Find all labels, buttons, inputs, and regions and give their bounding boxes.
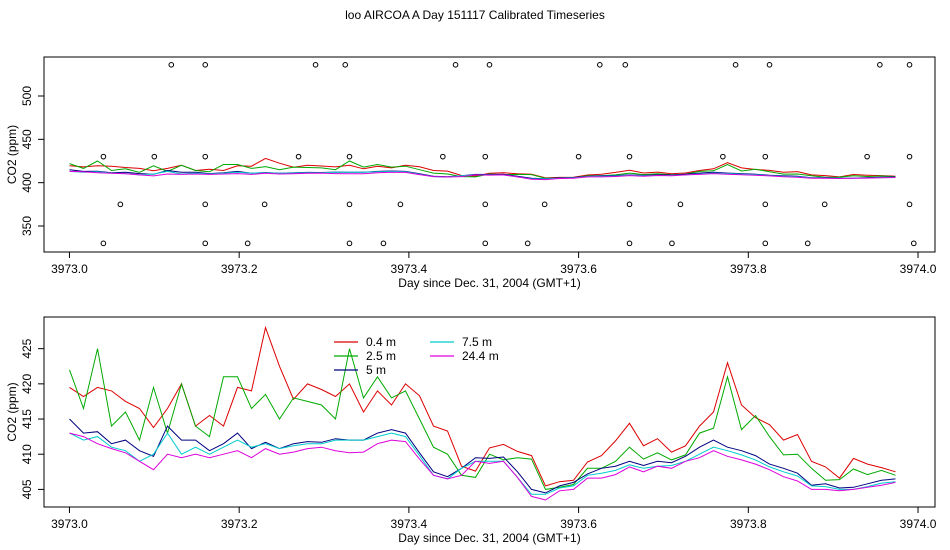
y-axis-label: CO2 (ppm) <box>5 125 19 184</box>
scatter-point <box>906 201 913 208</box>
scatter-point <box>732 62 739 68</box>
x-tick-label: 3973.4 <box>391 517 428 531</box>
series-line-24-4-m <box>69 170 896 181</box>
x-tick-label: 3973.0 <box>51 517 88 531</box>
scatter-point <box>762 240 769 247</box>
panel-top: 3973.0 3973.2 3973.4 3973.6 3973.8 3974.0 Day … <box>5 56 937 290</box>
scatter-point <box>906 153 913 160</box>
y-tick-label: 405 <box>20 479 34 499</box>
scatter-point <box>346 240 353 247</box>
y-tick-label: 425 <box>20 338 34 358</box>
series-line-24-4-m <box>69 432 896 501</box>
y-tick-label: 400 <box>20 172 34 192</box>
scatter-point <box>117 201 124 208</box>
scatter-point <box>151 153 158 160</box>
scatter-point <box>100 240 107 247</box>
scatter-point <box>626 201 633 208</box>
x-tick-label: 3973.2 <box>221 517 258 531</box>
scatter-point <box>597 62 603 68</box>
scatter-point <box>342 62 349 68</box>
y-axis-label: CO2 (ppm) <box>5 382 19 441</box>
x-axis-label: Day since Dec. 31, 2004 (GMT+1) <box>398 531 580 545</box>
scatter-point <box>452 62 459 68</box>
scatter-point <box>766 62 773 68</box>
legend-label: 0.4 m <box>366 335 396 349</box>
x-tick-label: 3973.8 <box>730 262 767 276</box>
legend-label: 5 m <box>366 363 386 377</box>
scatter-point <box>397 201 404 208</box>
scatter-point <box>877 62 883 68</box>
scatter-point <box>541 201 548 208</box>
scatter-point <box>524 240 531 247</box>
x-tick-label: 3973.6 <box>560 262 597 276</box>
y-tick-label: 415 <box>20 409 34 429</box>
scatter-point <box>864 153 870 160</box>
x-axis-label: Day since Dec. 31, 2004 (GMT+1) <box>398 276 580 290</box>
scatter-point <box>202 240 209 247</box>
series-line-2-5-m <box>69 348 896 490</box>
legend-label: 2.5 m <box>366 349 396 363</box>
series-line-5-m <box>69 418 896 494</box>
scatter-point <box>202 201 209 208</box>
x-tick-label: 3973.6 <box>560 517 597 531</box>
scatter-point <box>762 153 769 160</box>
scatter-point <box>910 240 917 247</box>
scatter-point <box>762 201 769 208</box>
x-tick-label: 3973.8 <box>730 517 767 531</box>
x-tick-label: 3974.0 <box>900 262 937 276</box>
scatter-point <box>575 153 582 160</box>
scatter-point <box>346 201 353 208</box>
x-tick-label: 3973.2 <box>221 262 258 276</box>
scatter-point <box>202 62 209 68</box>
legend-label: 7.5 m <box>462 335 492 349</box>
scatter-point <box>677 201 684 208</box>
scatter-point <box>261 201 268 208</box>
scatter-point <box>486 62 493 68</box>
y-tick-label: 450 <box>20 129 34 149</box>
y-tick-label: 420 <box>20 374 34 394</box>
scatter-point <box>346 153 353 160</box>
scatter-point <box>100 153 107 160</box>
scatter-point <box>821 201 828 208</box>
scatter-point <box>440 153 446 160</box>
scatter-point <box>482 240 489 247</box>
scatter-point <box>202 153 209 160</box>
scatter-point <box>906 62 913 68</box>
scatter-point <box>482 153 489 160</box>
x-tick-label: 3973.0 <box>51 262 88 276</box>
scatter-point <box>168 62 175 68</box>
plot-frame-1 <box>43 56 936 253</box>
scatter-point <box>720 153 726 160</box>
panel-bottom: 3973.0 3973.2 3973.4 3973.6 3973.8 3974.0 Day … <box>5 316 937 545</box>
scatter-point <box>244 240 251 247</box>
legend-label: 24.4 m <box>462 349 499 363</box>
scatter-point <box>380 240 387 247</box>
scatter-point <box>626 153 633 160</box>
y-tick-label: 410 <box>20 444 34 464</box>
x-tick-label: 3974.0 <box>900 517 937 531</box>
y-tick-label: 350 <box>20 216 34 236</box>
series-line-7-5-m <box>69 432 896 495</box>
scatter-point <box>622 62 629 68</box>
scatter-point <box>295 153 302 160</box>
y-tick-label: 500 <box>20 86 34 106</box>
scatter-point <box>626 240 633 247</box>
scatter-point <box>669 240 675 247</box>
scatter-point <box>482 201 489 208</box>
scatter-point <box>804 240 811 247</box>
x-tick-label: 3973.4 <box>391 262 428 276</box>
chart-title: loo AIRCOA A Day 151117 Calibrated Times… <box>345 8 605 22</box>
scatter-point <box>312 62 319 68</box>
